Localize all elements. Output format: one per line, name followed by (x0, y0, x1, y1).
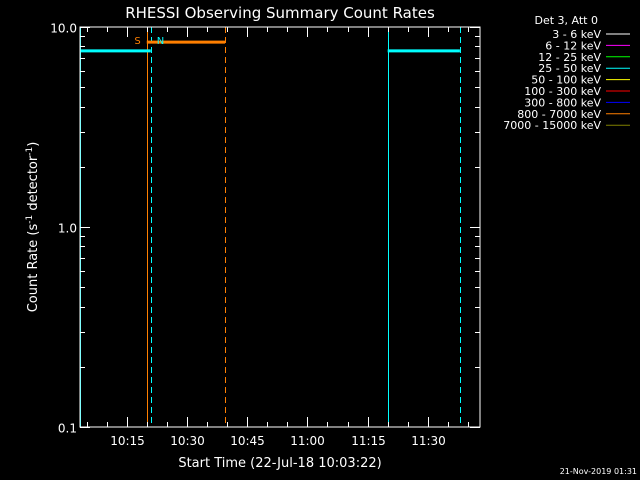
y-axis-label-exponent: -1 (25, 215, 35, 224)
legend-entry-label: 50 - 100 keV (531, 74, 601, 87)
x-tick-label: 11:00 (290, 434, 325, 448)
y-axis-label-part: Count Rate (s (26, 224, 41, 313)
x-axis: 10:15 10:30 10:45 11:00 11:15 11:30 (87, 27, 469, 448)
marker-label-s: S (134, 36, 140, 47)
x-tick-label: 11:15 (351, 434, 386, 448)
x-tick-label: 10:30 (170, 434, 205, 448)
legend-entry-label: 7000 - 15000 keV (503, 119, 601, 132)
legend-entry-label: 800 - 7000 keV (517, 108, 601, 121)
y-axis-label-exponent: -1 (25, 147, 35, 156)
y-tick-label: 10.0 (50, 22, 77, 36)
marker-label-n: N (157, 36, 164, 47)
legend-entry-label: 25 - 50 keV (538, 62, 601, 75)
chart-title: RHESSI Observing Summary Count Rates (125, 4, 435, 22)
y-axis-label-part: ) (26, 142, 41, 147)
legend-header: Det 3, Att 0 (535, 14, 599, 27)
y-axis-label-part: detector (26, 155, 41, 215)
legend-entry-label: 6 - 12 keV (545, 39, 601, 52)
x-tick-label: 11:30 (411, 434, 446, 448)
y-axis: 0.1 1.0 10.0 (50, 22, 480, 436)
legend-entry-label: 12 - 25 keV (538, 51, 601, 64)
legend-entry-label: 3 - 6 keV (552, 28, 601, 41)
y-axis-label: Count Rate (s-1 detector-1) (25, 142, 41, 313)
legend-entry-label: 100 - 300 keV (524, 85, 601, 98)
legend-entry-label: 300 - 800 keV (524, 96, 601, 109)
x-axis-label: Start Time (22-Jul-18 10:03:22) (178, 456, 381, 471)
x-tick-label: 10:15 (110, 434, 145, 448)
x-tick-label: 10:45 (230, 434, 265, 448)
y-tick-label: 1.0 (58, 222, 77, 236)
y-tick-label: 0.1 (58, 422, 77, 436)
footer-timestamp: 21-Nov-2019 01:31 (560, 467, 637, 476)
